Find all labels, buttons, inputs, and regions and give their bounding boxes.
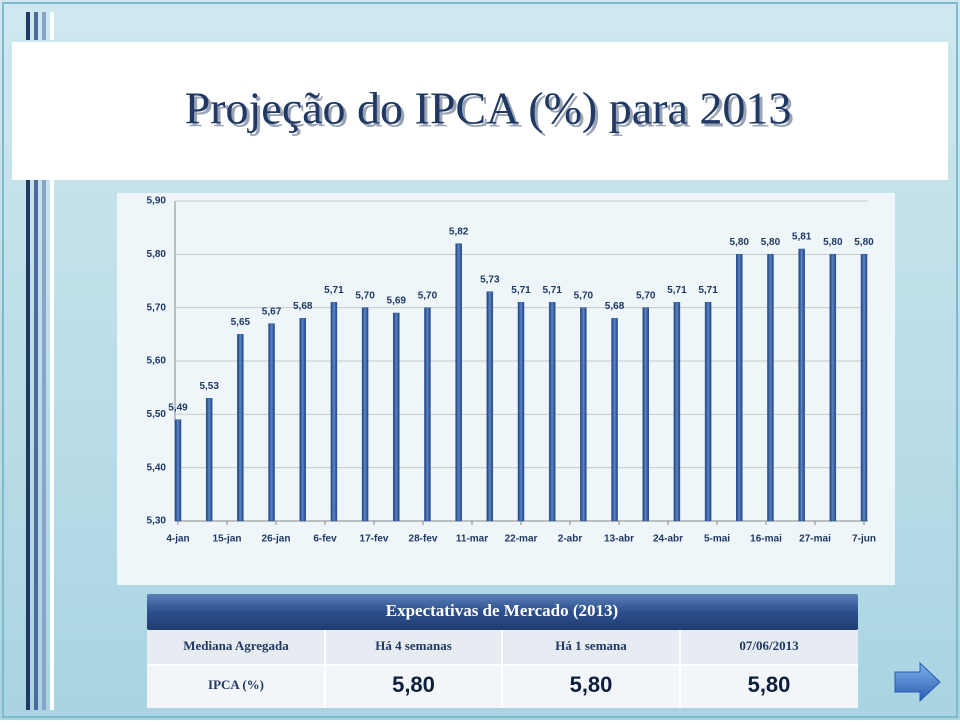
x-tick-label: 26-jan (262, 534, 291, 545)
bar (205, 398, 213, 522)
chart-area (117, 193, 895, 585)
title-shadow: Projeção do IPCA (%) para 2013 (188, 86, 795, 137)
bar (580, 307, 587, 522)
x-tick-label: 16-mai (750, 534, 782, 545)
data-label: 5,80 (761, 237, 781, 248)
data-label: 5,70 (355, 290, 375, 301)
data-label: 5,68 (605, 301, 625, 312)
data-label: 5,71 (698, 285, 718, 296)
x-tick-label: 6-fev (313, 534, 337, 545)
x-tick-label: 15-jan (213, 534, 242, 545)
data-label: 5,71 (542, 285, 562, 296)
bar (704, 302, 712, 522)
x-tick-label: 7-jun (852, 534, 876, 545)
bar (393, 312, 400, 522)
bar (517, 302, 525, 522)
bar (455, 243, 462, 522)
x-tick-label: 22-mar (505, 534, 538, 545)
bar (548, 302, 556, 522)
title-band (12, 42, 948, 180)
x-tick-label: 28-fev (409, 534, 438, 545)
y-tick-label: 5,60 (147, 356, 167, 367)
y-tick-label: 5,70 (147, 302, 167, 313)
column-header: Mediana Agregada (183, 638, 289, 653)
data-label: 5,70 (636, 290, 656, 301)
y-tick-label: 5,30 (147, 516, 167, 527)
data-label: 5,71 (667, 285, 687, 296)
x-tick-label: 11-mar (456, 534, 488, 545)
bar (642, 307, 649, 522)
data-label: 5,80 (854, 237, 874, 248)
bar (736, 254, 743, 522)
data-label: 5,71 (511, 285, 531, 296)
data-label: 5,67 (262, 306, 282, 317)
y-tick-label: 5,50 (147, 409, 167, 420)
bar (673, 302, 681, 522)
data-label: 5,80 (823, 237, 843, 248)
x-tick-label: 17-fev (360, 534, 389, 545)
table-value: 5,80 (570, 672, 613, 697)
y-tick-label: 5,40 (147, 462, 167, 473)
x-tick-label: 27-mai (799, 534, 831, 545)
data-label: 5,81 (792, 232, 812, 243)
chart: 5,30 5,40 5,50 5,60 5,70 5,80 5,90 4-jan 15-jan 2… (147, 196, 876, 545)
data-label: 5,71 (324, 285, 344, 296)
data-label: 5,49 (168, 402, 188, 413)
column-header: 07/06/2013 (739, 638, 799, 653)
bar (798, 248, 805, 522)
data-label: 5,53 (199, 381, 219, 392)
x-tick-label: 13-abr (604, 534, 634, 545)
bar (767, 254, 774, 522)
x-tick-label: 5-mai (704, 534, 730, 545)
table-value: 5,80 (392, 672, 435, 697)
table-header-band (147, 594, 858, 630)
stripes (26, 12, 54, 710)
bar (486, 291, 494, 522)
x-tick-label: 24-abr (653, 534, 683, 545)
y-tick-label: 5,90 (147, 196, 167, 207)
table: Expectativas de Mercado (2013) Mediana Ag… (147, 594, 858, 708)
bar (361, 307, 369, 522)
x-tick-label: 4-jan (166, 534, 189, 545)
row-label: IPCA (%) (208, 677, 264, 692)
bar (611, 318, 618, 522)
bar (829, 254, 837, 522)
table-title: Expectativas de Mercado (2013) (386, 601, 618, 620)
bar (237, 334, 244, 522)
data-label: 5,65 (231, 317, 251, 328)
next-arrow[interactable] (894, 661, 941, 703)
data-label: 5,70 (418, 290, 438, 301)
data-label: 5,73 (480, 274, 500, 285)
bar (268, 323, 275, 522)
bar (330, 302, 338, 522)
y-tick-label: 5,80 (147, 249, 167, 260)
table-value: 5,80 (748, 672, 791, 697)
column-header: Há 1 semana (555, 638, 627, 653)
x-tick-label: 2-abr (558, 534, 583, 545)
bar (860, 254, 868, 522)
title: Projeção do IPCA (%) para 2013 (185, 83, 792, 134)
data-label: 5,82 (449, 226, 469, 237)
column-header: Há 4 semanas (375, 638, 452, 653)
data-label: 5,69 (387, 296, 407, 307)
bar (299, 318, 306, 522)
data-label: 5,68 (293, 301, 313, 312)
data-label: 5,70 (574, 290, 594, 301)
data-label: 5,80 (730, 237, 750, 248)
bar (424, 307, 431, 522)
bar (174, 419, 182, 522)
